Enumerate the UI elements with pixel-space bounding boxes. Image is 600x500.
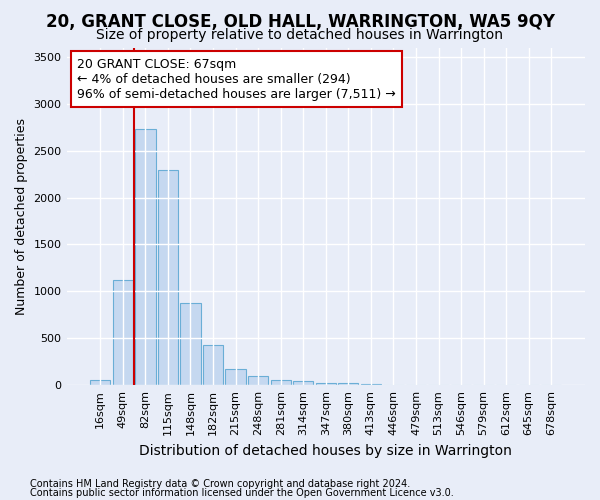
Bar	[203, 345, 223, 385]
Bar	[271, 380, 291, 385]
Bar	[316, 383, 336, 385]
Bar	[158, 170, 178, 385]
Text: Contains HM Land Registry data © Crown copyright and database right 2024.: Contains HM Land Registry data © Crown c…	[30, 479, 410, 489]
Bar	[338, 384, 358, 385]
Bar	[248, 376, 268, 385]
Bar	[361, 384, 381, 385]
Bar	[135, 129, 155, 385]
Text: 20, GRANT CLOSE, OLD HALL, WARRINGTON, WA5 9QY: 20, GRANT CLOSE, OLD HALL, WARRINGTON, W…	[46, 12, 554, 30]
Bar	[113, 280, 133, 385]
Bar	[181, 302, 200, 385]
Text: Contains public sector information licensed under the Open Government Licence v3: Contains public sector information licen…	[30, 488, 454, 498]
Bar	[90, 380, 110, 385]
Y-axis label: Number of detached properties: Number of detached properties	[15, 118, 28, 315]
Text: 20 GRANT CLOSE: 67sqm
← 4% of detached houses are smaller (294)
96% of semi-deta: 20 GRANT CLOSE: 67sqm ← 4% of detached h…	[77, 58, 395, 100]
X-axis label: Distribution of detached houses by size in Warrington: Distribution of detached houses by size …	[139, 444, 512, 458]
Text: Size of property relative to detached houses in Warrington: Size of property relative to detached ho…	[97, 28, 503, 42]
Bar	[293, 382, 313, 385]
Bar	[226, 369, 246, 385]
